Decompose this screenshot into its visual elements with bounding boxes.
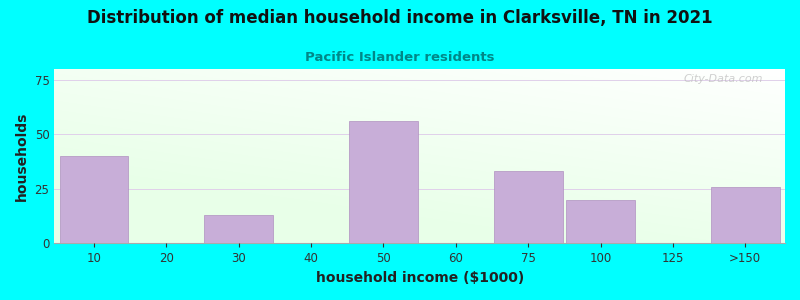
Bar <box>349 121 418 243</box>
Bar <box>711 187 779 243</box>
Text: City-Data.com: City-Data.com <box>683 74 763 84</box>
Text: Distribution of median household income in Clarksville, TN in 2021: Distribution of median household income … <box>87 9 713 27</box>
Y-axis label: households: households <box>15 112 29 201</box>
Bar <box>60 156 129 243</box>
Bar <box>494 172 562 243</box>
X-axis label: household income ($1000): household income ($1000) <box>315 271 524 285</box>
Text: Pacific Islander residents: Pacific Islander residents <box>306 51 494 64</box>
Bar <box>566 200 635 243</box>
Bar <box>205 215 273 243</box>
